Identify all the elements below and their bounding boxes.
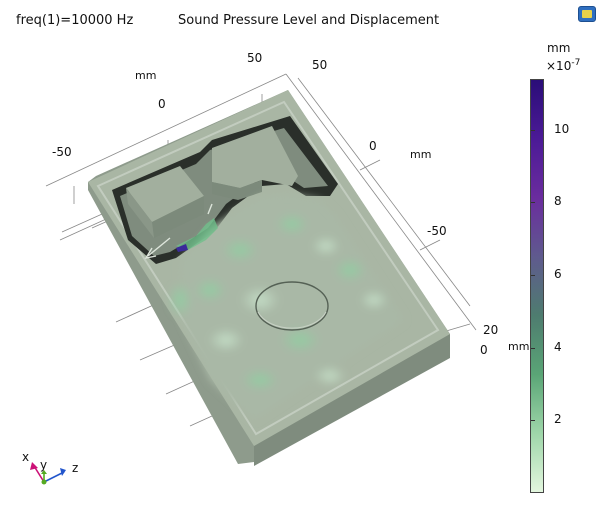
colorbar-multiplier: ×10-7 bbox=[546, 58, 581, 73]
colorbar-tick-label: 8 bbox=[554, 194, 562, 209]
depth-axis-unit: mm bbox=[508, 340, 530, 353]
right-raised-block bbox=[212, 126, 298, 188]
colorbar-tick-mark bbox=[531, 129, 535, 131]
triad-x-label: x bbox=[22, 450, 30, 464]
plot-title: Sound Pressure Level and Displacement bbox=[178, 13, 440, 28]
left-raised-block bbox=[126, 166, 204, 222]
right-axis-unit: mm bbox=[410, 148, 432, 161]
colorbar-tick-mark bbox=[531, 275, 535, 277]
colorbar-tick-mark bbox=[531, 420, 535, 422]
right-axis-tick-1: 50 bbox=[312, 58, 328, 72]
triad-y-label: y bbox=[40, 458, 48, 472]
colorbar-tick-label: 2 bbox=[554, 412, 562, 427]
colorbar-tick-label: 10 bbox=[554, 121, 570, 136]
right-axis-tick-2: 0 bbox=[369, 139, 377, 153]
colorbar-tick-label: 6 bbox=[554, 267, 562, 282]
left-axis-tick-1: -50 bbox=[52, 145, 72, 159]
image-snapshot-icon[interactable] bbox=[578, 6, 596, 22]
max-displacement-spot bbox=[176, 244, 188, 252]
depth-axis-tick-1: 20 bbox=[483, 323, 499, 337]
enclosure-front-wall bbox=[254, 334, 450, 466]
right-axis-tick-3: -50 bbox=[427, 224, 447, 238]
circular-port bbox=[255, 281, 329, 331]
left-axis-unit: mm bbox=[135, 69, 157, 82]
colorbar-unit: mm bbox=[547, 41, 571, 55]
colorbar-tick-label: 4 bbox=[554, 339, 562, 354]
displacement-arrows bbox=[144, 203, 213, 259]
colorbar-tick-mark bbox=[531, 347, 535, 349]
left-axis-tick-3: 50 bbox=[247, 51, 263, 65]
triad-z-label: z bbox=[72, 461, 79, 475]
left-axis-tick-2: 0 bbox=[158, 97, 166, 111]
displacement-highlight bbox=[176, 218, 218, 250]
coordinate-triad bbox=[30, 462, 66, 485]
colorbar bbox=[530, 79, 544, 493]
frequency-label: freq(1)=10000 Hz bbox=[16, 13, 134, 28]
depth-axis-tick-2: 0 bbox=[480, 343, 488, 357]
colorbar-tick-mark bbox=[531, 202, 535, 204]
sound-pressure-pattern bbox=[168, 194, 404, 420]
